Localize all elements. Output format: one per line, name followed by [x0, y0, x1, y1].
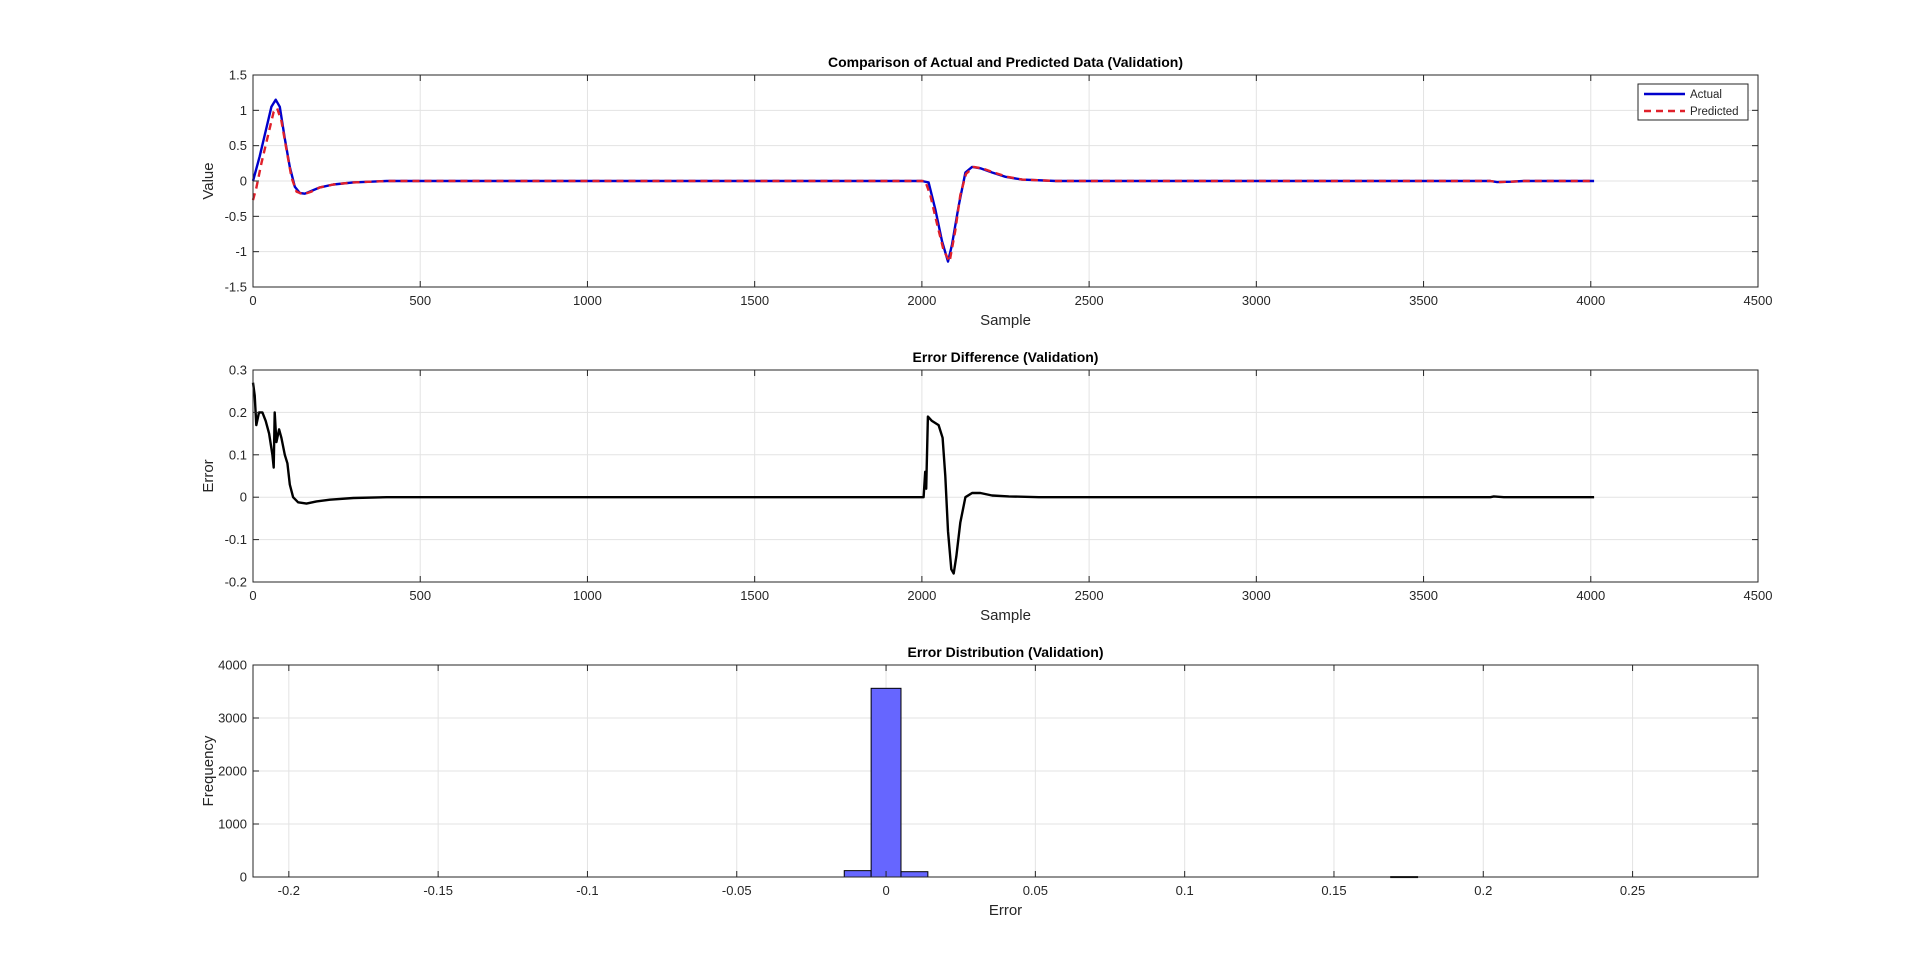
error-difference-axes: 0 500 1000 1500 2000 2500 3000 3500 4000 4500 -0.2… — [200, 349, 1772, 624]
y-tick-label: 0.1 — [229, 447, 247, 462]
y-tick-label: 0.5 — [229, 138, 247, 153]
y-tick-label: 4000 — [218, 658, 247, 673]
x-tick-label: 3000 — [1242, 588, 1271, 603]
x-axis-label: Sample — [980, 312, 1031, 329]
x-tick-label: 1000 — [573, 588, 602, 603]
x-tick-label: 4000 — [1576, 293, 1605, 308]
y-axis-label: Error — [200, 459, 217, 492]
error-distribution-axes: -0.2 -0.15 -0.1 -0.05 0 0.05 0.1 0.15 0.2 0.25 0 10… — [200, 644, 1759, 919]
histogram-bar — [843, 870, 872, 878]
y-tick-label: -1.5 — [225, 280, 247, 295]
x-tick-label: 2500 — [1075, 588, 1104, 603]
x-tick-label: 0.25 — [1620, 883, 1645, 898]
y-tick-label: 0 — [240, 490, 247, 505]
legend-box — [1637, 83, 1749, 121]
x-tick-label: 1500 — [740, 293, 769, 308]
y-tick-label: -1 — [235, 244, 247, 259]
x-tick-label: 2000 — [907, 588, 936, 603]
y-axis-label: Frequency — [200, 735, 217, 806]
x-tick-label: -0.2 — [278, 883, 300, 898]
histogram-bar — [900, 871, 929, 878]
chart-title: Comparison of Actual and Predicted Data … — [828, 54, 1183, 70]
y-tick-label: 1000 — [218, 817, 247, 832]
x-tick-label: 3500 — [1409, 588, 1438, 603]
x-tick-label: 0.1 — [1176, 883, 1194, 898]
y-tick-label: 3000 — [218, 711, 247, 726]
x-tick-label: 0.2 — [1474, 883, 1492, 898]
x-tick-label: 500 — [409, 293, 431, 308]
x-tick-label: 1000 — [573, 293, 602, 308]
y-tick-label: 1 — [240, 103, 247, 118]
x-tick-label: 1500 — [740, 588, 769, 603]
x-tick-label: 0.05 — [1023, 883, 1048, 898]
y-tick-label: 2000 — [218, 764, 247, 779]
x-tick-label: 2000 — [907, 293, 936, 308]
legend-label-actual: Actual — [1690, 89, 1722, 101]
y-tick-label: -0.5 — [225, 209, 247, 224]
chart-title: Error Distribution (Validation) — [907, 644, 1103, 660]
chart-title: Error Difference (Validation) — [913, 349, 1099, 365]
actual-vs-predicted-axes: 0 500 1000 1500 2000 2500 3000 3500 4000 4500 -1.5… — [200, 54, 1772, 329]
x-tick-label: 0.15 — [1321, 883, 1346, 898]
x-tick-label: -0.05 — [722, 883, 752, 898]
y-tick-label: -0.2 — [225, 575, 247, 590]
series-line-error — [251, 382, 1595, 575]
x-tick-label: 500 — [409, 588, 431, 603]
x-tick-label: 4500 — [1744, 293, 1773, 308]
x-tick-label: 2500 — [1075, 293, 1104, 308]
x-axis-label: Error — [989, 902, 1022, 919]
y-tick-label: 0.2 — [229, 405, 247, 420]
series-line-predicted — [251, 107, 1595, 263]
y-tick-label: 0.3 — [229, 363, 247, 378]
x-tick-label: -0.15 — [423, 883, 453, 898]
legend: Actual Predicted — [1637, 83, 1749, 121]
x-tick-label: 0 — [249, 588, 256, 603]
y-tick-label: 0 — [240, 174, 247, 189]
x-tick-label: 0 — [249, 293, 256, 308]
legend-label-predicted: Predicted — [1690, 106, 1739, 118]
x-tick-label: 3000 — [1242, 293, 1271, 308]
x-tick-label: -0.1 — [576, 883, 598, 898]
x-tick-label: 4500 — [1744, 588, 1773, 603]
y-axis-label: Value — [200, 162, 217, 199]
y-tick-label: -0.1 — [225, 532, 247, 547]
y-tick-label: 0 — [240, 870, 247, 885]
x-tick-label: 4000 — [1576, 588, 1605, 603]
x-tick-label: 0 — [882, 883, 889, 898]
histogram-bar — [870, 687, 902, 878]
x-tick-label: 3500 — [1409, 293, 1438, 308]
plot-frame — [252, 369, 1759, 583]
y-tick-label: 1.5 — [229, 68, 247, 83]
x-axis-label: Sample — [980, 607, 1031, 624]
